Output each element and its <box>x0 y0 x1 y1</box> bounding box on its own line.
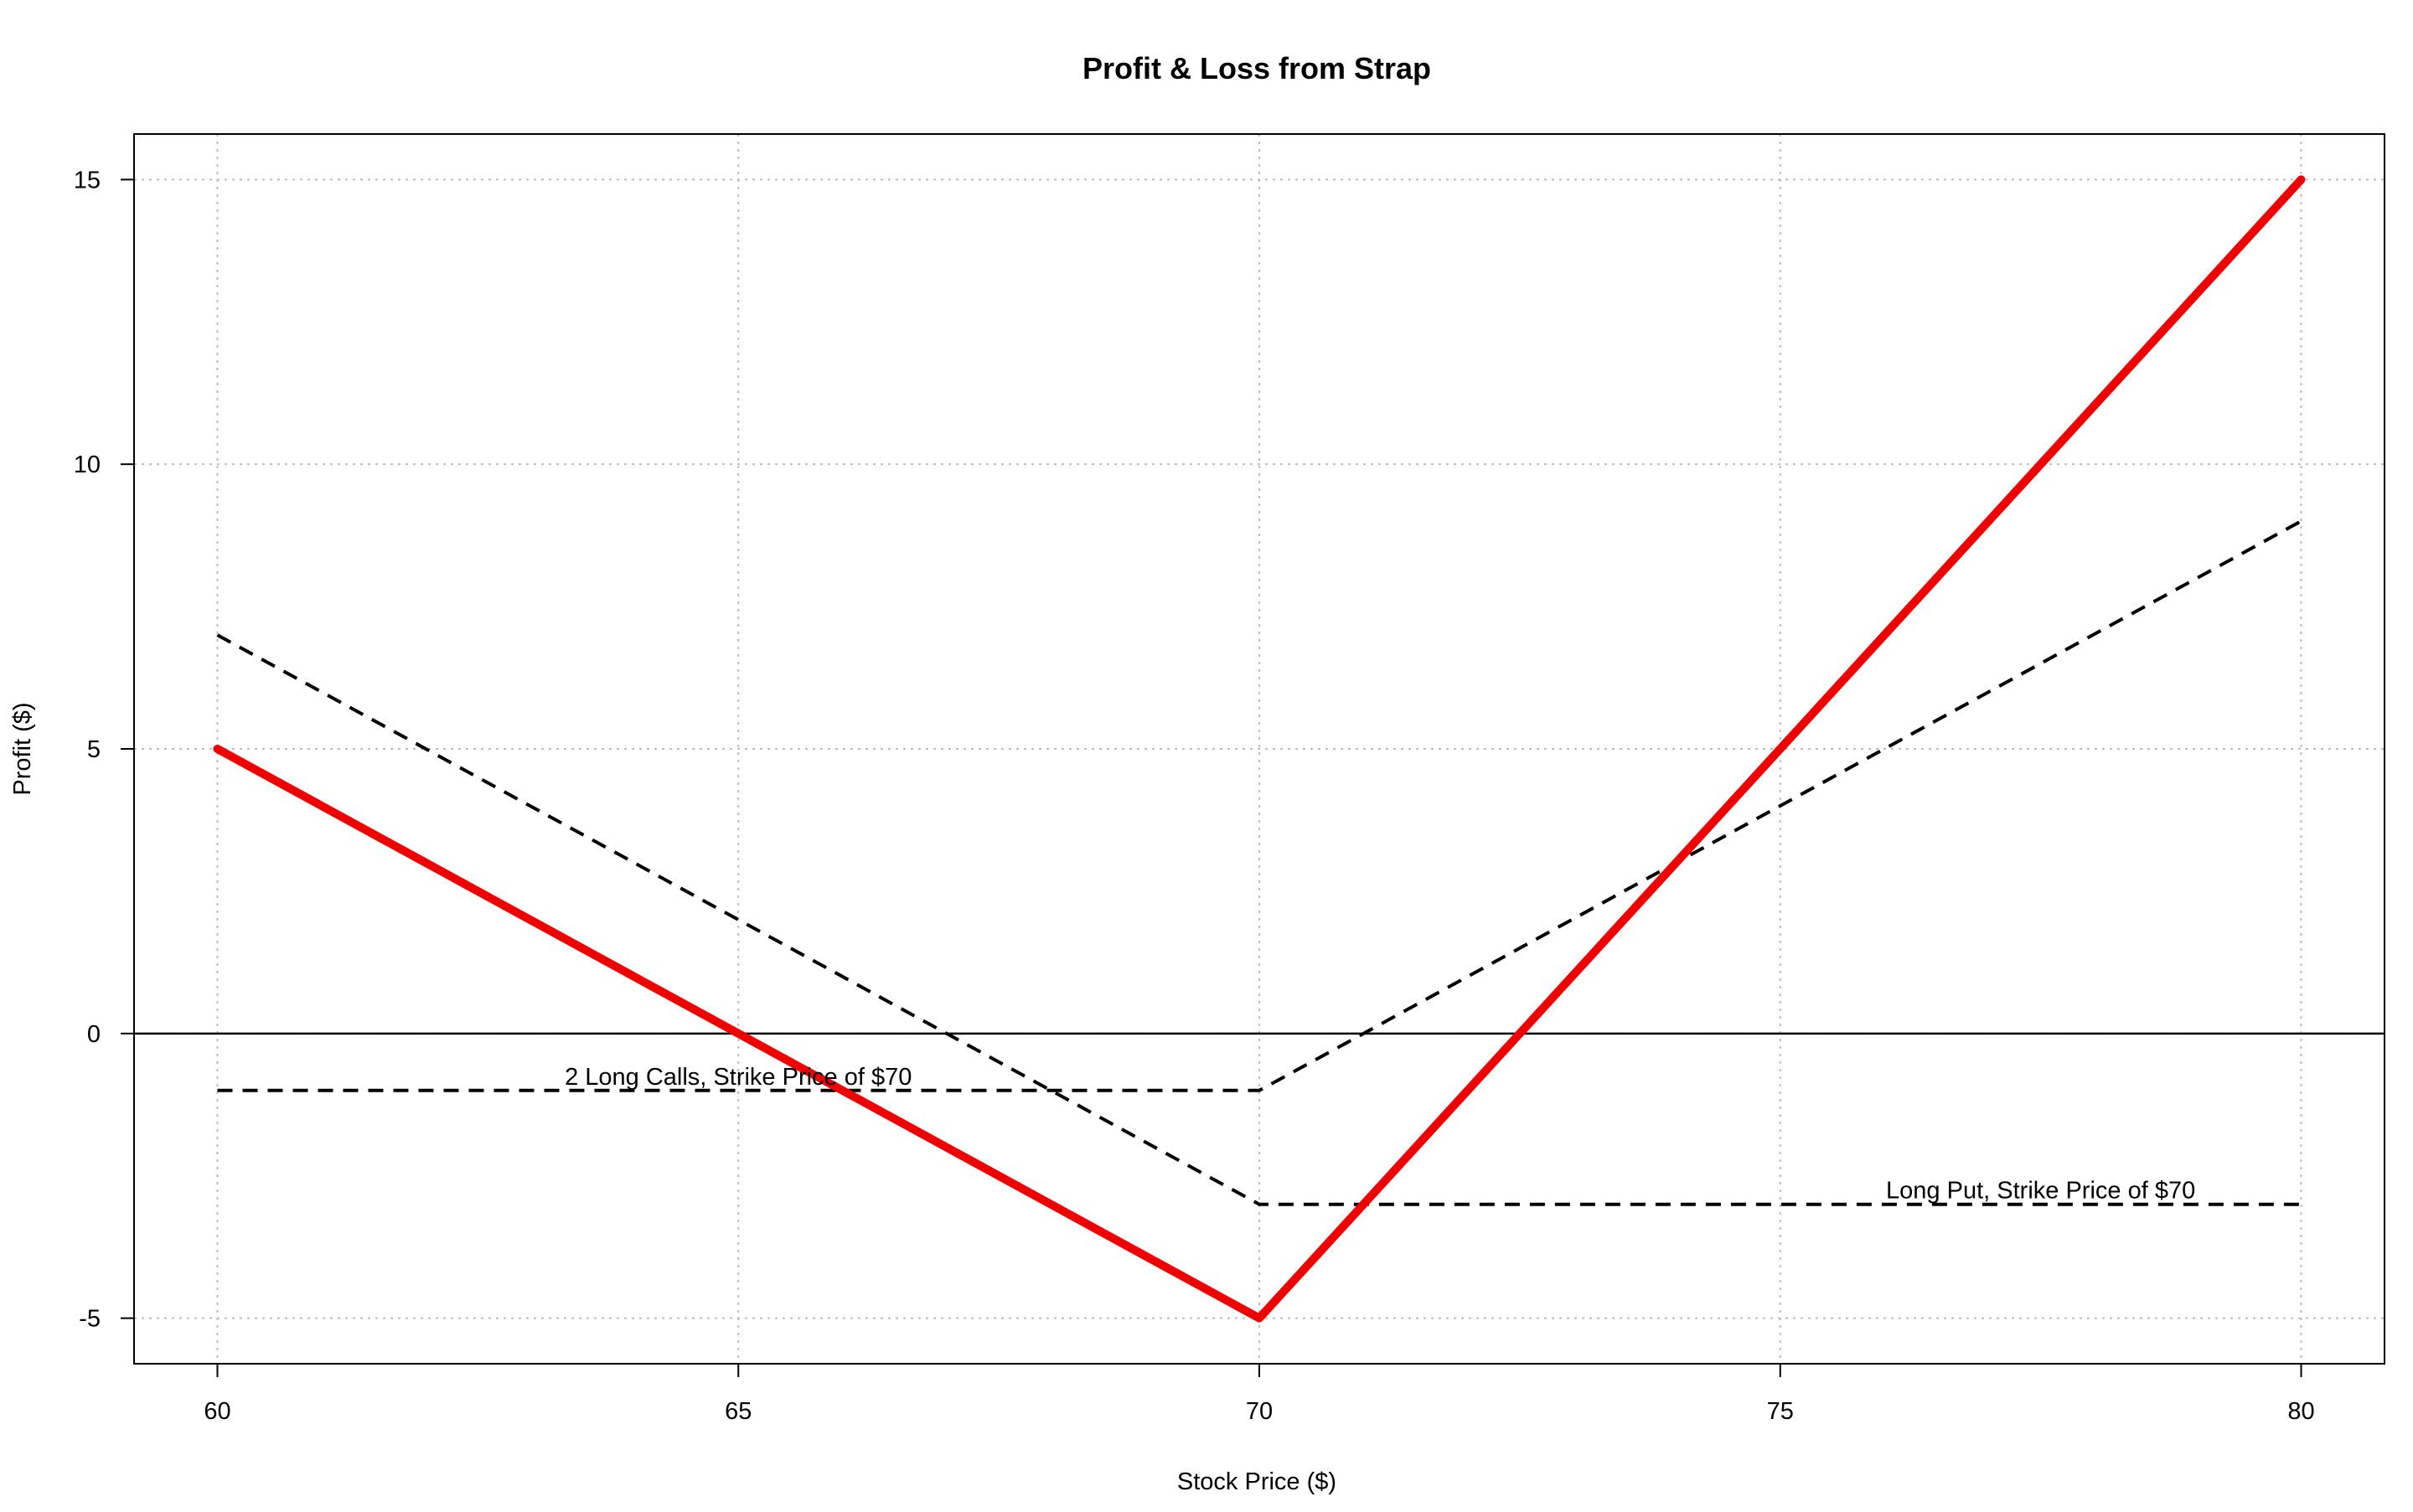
chart-title: Profit & Loss from Strap <box>1082 51 1431 85</box>
x-tick-label: 80 <box>2287 1398 2314 1425</box>
y-tick-label: 0 <box>87 1021 101 1048</box>
y-tick-label: 5 <box>87 736 101 763</box>
annotation-label: 2 Long Calls, Strike Price of $70 <box>565 1064 912 1091</box>
y-tick-label: 15 <box>74 167 101 194</box>
x-tick-label: 60 <box>204 1398 230 1425</box>
x-tick-label: 75 <box>1767 1398 1794 1425</box>
y-tick-label: 10 <box>74 452 101 478</box>
y-axis-label: Profit ($) <box>9 702 36 795</box>
annotation-label: Long Put, Strike Price of $70 <box>1886 1178 2195 1205</box>
x-tick-label: 65 <box>725 1398 752 1425</box>
x-axis-label: Stock Price ($) <box>1177 1468 1336 1495</box>
x-tick-label: 70 <box>1246 1398 1273 1425</box>
y-tick-label: -5 <box>79 1306 101 1333</box>
